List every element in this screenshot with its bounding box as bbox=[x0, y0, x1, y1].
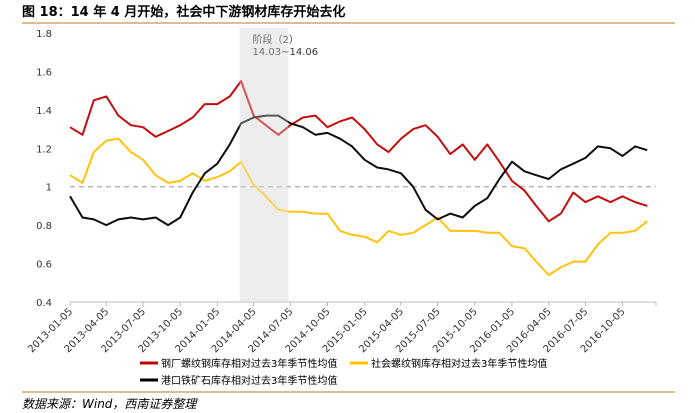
y-tick-label: 1.4 bbox=[36, 106, 52, 117]
y-tick-label: 1 bbox=[46, 183, 52, 194]
y-tick-label: 0.4 bbox=[36, 298, 52, 309]
shaded-region-range: 14.03~14.06 bbox=[253, 47, 319, 58]
source-note: 数据来源：Wind，西南证券整理 bbox=[22, 397, 198, 411]
shaded-region-overlay bbox=[239, 28, 289, 302]
series-line-2 bbox=[69, 137, 648, 277]
y-tick-label: 0.8 bbox=[36, 221, 52, 232]
legend-label: 社会螺纹钢库存相对过去3年季节性均值 bbox=[371, 357, 547, 370]
shaded-region-label: 阶段（2） bbox=[253, 33, 299, 46]
series-line-3 bbox=[69, 114, 648, 227]
shaded-region bbox=[239, 28, 289, 302]
y-tick-label: 1.6 bbox=[36, 67, 52, 78]
y-tick-label: 0.6 bbox=[36, 260, 52, 271]
legend-label: 港口铁矿石库存相对过去3年季节性均值 bbox=[161, 374, 337, 387]
y-tick-label: 1.2 bbox=[36, 144, 52, 155]
legend-item: 社会螺纹钢库存相对过去3年季节性均值 bbox=[350, 357, 547, 370]
figure-title: 图 18：14 年 4 月开始，社会中下游钢材库存开始去化 bbox=[22, 4, 345, 20]
series-line-1 bbox=[69, 80, 648, 223]
legend-label: 钢厂螺纹钢库存相对过去3年季节性均值 bbox=[161, 357, 337, 370]
y-tick-label: 1.8 bbox=[36, 29, 52, 40]
legend-item: 港口铁矿石库存相对过去3年季节性均值 bbox=[140, 374, 337, 387]
legend-item: 钢厂螺纹钢库存相对过去3年季节性均值 bbox=[140, 357, 337, 370]
